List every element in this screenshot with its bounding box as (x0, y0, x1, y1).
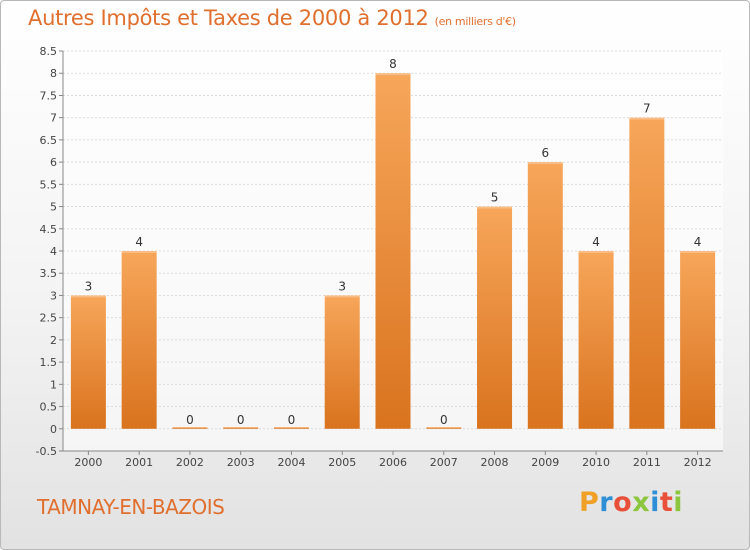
proxiti-logo: Proxiti (579, 487, 683, 518)
bar-highlight (70, 295, 106, 298)
bar (121, 251, 157, 429)
chart-title-text: Autres Impôts et Taxes de 2000 à 2012 (28, 6, 429, 30)
bar (273, 427, 309, 429)
data-label: 0 (288, 413, 296, 427)
data-label: 0 (440, 413, 448, 427)
bar (375, 73, 411, 429)
y-tick-label: 7 (50, 112, 57, 125)
y-tick-label: 1.5 (40, 356, 58, 369)
y-tick-label: 8.5 (40, 45, 58, 58)
y-tick-label: 3 (50, 289, 57, 302)
town-name: TAMNAY-EN-BAZOIS (37, 495, 225, 519)
logo-letter: x (632, 487, 651, 518)
data-label: 4 (592, 235, 600, 249)
y-tick-label: 2.5 (40, 312, 58, 325)
x-tick-label: 2009 (531, 456, 559, 469)
bar-highlight (324, 295, 360, 298)
bar (527, 162, 563, 429)
x-tick-label: 2006 (379, 456, 407, 469)
y-tick-label: 8 (50, 67, 57, 80)
x-tick-label: 2010 (582, 456, 610, 469)
y-tick-label: 7.5 (40, 89, 58, 102)
x-tick-label: 2005 (328, 456, 356, 469)
chart-subtitle: (en milliers d'€) (434, 15, 516, 28)
bar (324, 295, 360, 429)
bar (578, 251, 614, 429)
bar (223, 427, 259, 429)
data-label: 6 (541, 146, 549, 160)
y-tick-label: 0 (50, 423, 57, 436)
logo-letter: r (599, 487, 614, 518)
x-tick-label: 2002 (176, 456, 204, 469)
y-tick-label: -0.5 (36, 445, 57, 458)
logo-letter: i (650, 487, 660, 518)
x-tick-label: 2008 (481, 456, 509, 469)
data-label: 5 (491, 191, 499, 205)
y-tick-label: 0.5 (40, 401, 58, 414)
x-tick-label: 2001 (125, 456, 153, 469)
y-tick-label: 6.5 (40, 134, 58, 147)
data-label: 3 (338, 279, 346, 293)
data-label: 0 (237, 413, 245, 427)
bar (629, 117, 665, 429)
bar-highlight (375, 73, 411, 76)
y-tick-label: 2 (50, 334, 57, 347)
x-tick-label: 2000 (74, 456, 102, 469)
logo-letter: o (613, 487, 633, 518)
bar-highlight (629, 117, 665, 120)
bar-highlight (578, 251, 614, 253)
logo-letter: i (673, 487, 684, 518)
y-tick-label: 5.5 (40, 178, 58, 191)
data-label: 0 (186, 413, 194, 427)
bar-highlight (477, 206, 513, 209)
data-label: 8 (389, 57, 397, 71)
x-tick-label: 2007 (430, 456, 458, 469)
data-label: 7 (643, 102, 651, 116)
logo-letter: t (659, 487, 674, 518)
bar (477, 206, 513, 429)
logo-letter: P (579, 487, 600, 518)
data-label: 4 (135, 235, 143, 249)
bar (426, 427, 462, 429)
x-tick-label: 2011 (633, 456, 661, 469)
y-tick-label: 6 (50, 156, 57, 169)
data-label: 3 (85, 279, 93, 293)
bar (680, 251, 716, 429)
data-label: 4 (694, 235, 702, 249)
x-tick-label: 2012 (684, 456, 712, 469)
bar-highlight (121, 251, 157, 253)
bar-highlight (680, 251, 716, 253)
y-tick-label: 4.5 (40, 223, 58, 236)
y-tick-label: 5 (50, 201, 57, 214)
bar (172, 427, 208, 429)
y-tick-label: 1 (50, 378, 57, 391)
chart-title: Autres Impôts et Taxes de 2000 à 2012 (en… (28, 6, 516, 30)
y-tick-label: 4 (50, 245, 57, 258)
bar (70, 295, 106, 429)
x-tick-label: 2004 (277, 456, 305, 469)
y-tick-label: 3.5 (40, 267, 58, 280)
bar-highlight (527, 162, 563, 165)
x-tick-label: 2003 (227, 456, 255, 469)
